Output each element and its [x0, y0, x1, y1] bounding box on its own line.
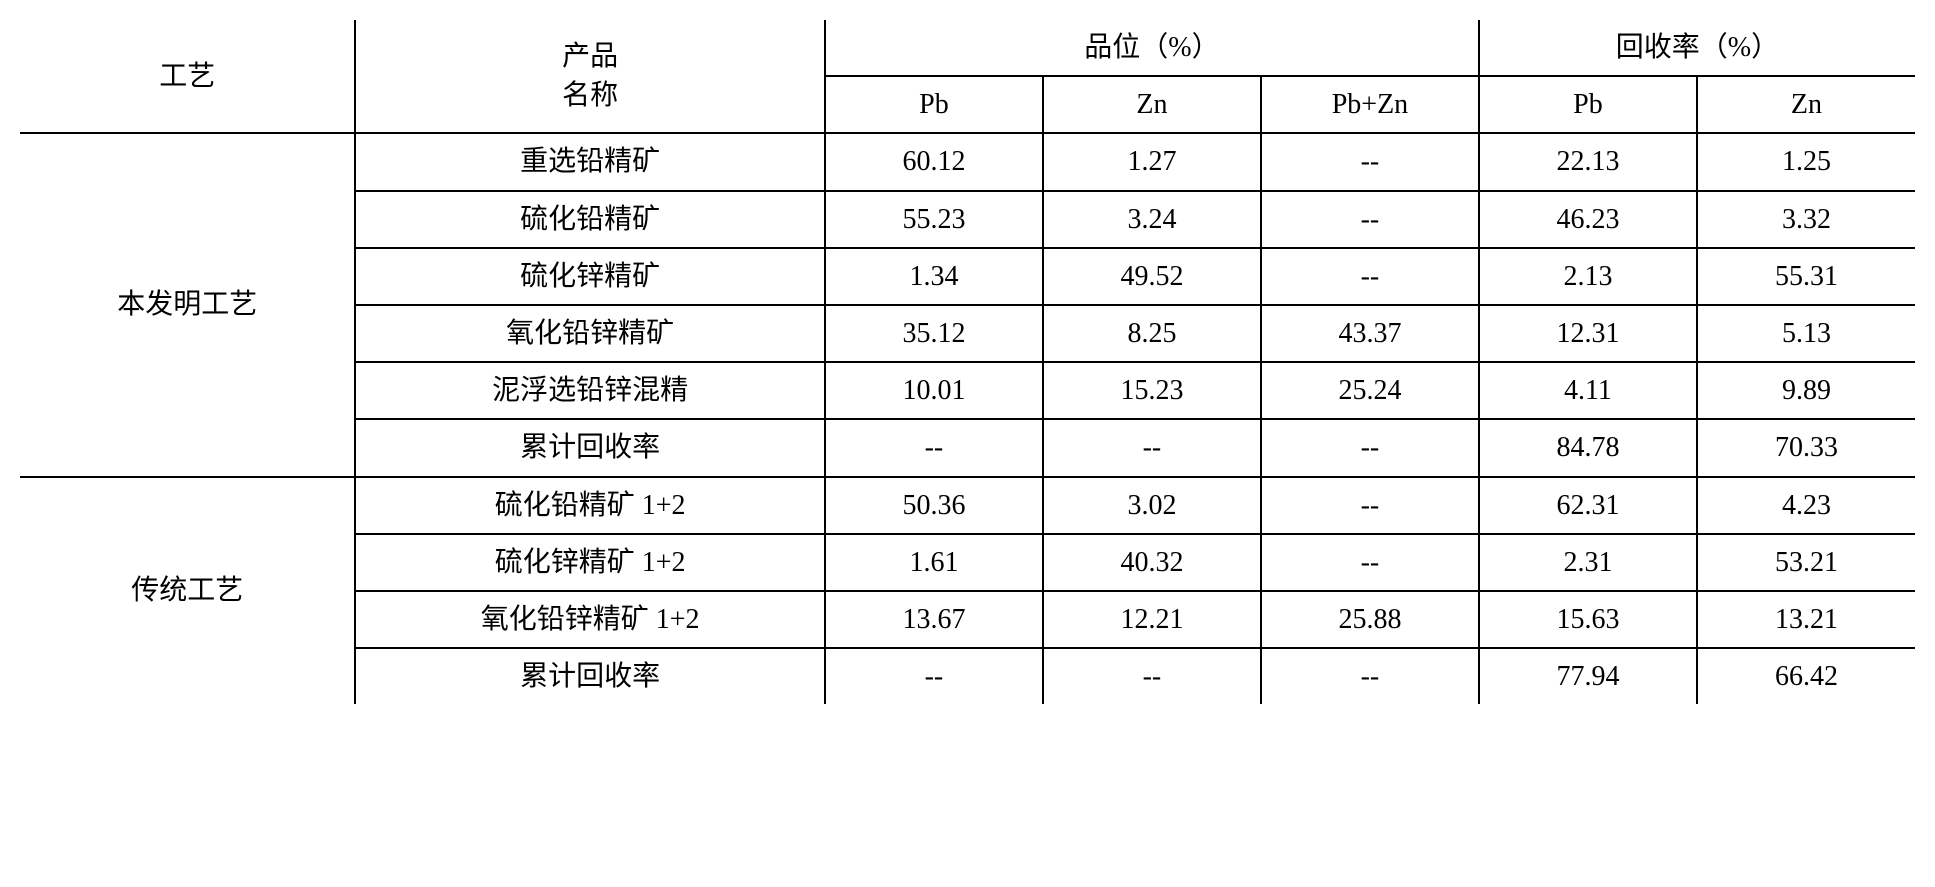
data-cell: 1.61: [825, 534, 1043, 591]
data-cell: --: [1261, 534, 1479, 591]
data-cell: 4.11: [1479, 362, 1697, 419]
data-cell: 22.13: [1479, 133, 1697, 190]
data-cell: 13.21: [1697, 591, 1915, 648]
process1-name: 本发明工艺: [20, 133, 355, 476]
data-cell: 4.23: [1697, 477, 1915, 534]
data-cell: 53.21: [1697, 534, 1915, 591]
product-cell: 硫化锌精矿: [355, 248, 825, 305]
comparison-table: 工艺 产品 名称 品位（%） 回收率（%） Pb Zn Pb+Zn Pb Zn …: [20, 20, 1915, 704]
data-cell: 10.01: [825, 362, 1043, 419]
data-cell: --: [1043, 419, 1261, 476]
data-cell: 60.12: [825, 133, 1043, 190]
data-cell: 40.32: [1043, 534, 1261, 591]
product-name-line2: 名称: [562, 80, 618, 111]
data-cell: 25.88: [1261, 591, 1479, 648]
header-grade-pb: Pb: [825, 76, 1043, 133]
data-cell: 1.34: [825, 248, 1043, 305]
data-cell: 46.23: [1479, 191, 1697, 248]
data-cell: 12.31: [1479, 305, 1697, 362]
data-cell: 15.23: [1043, 362, 1261, 419]
product-cell: 硫化锌精矿 1+2: [355, 534, 825, 591]
data-cell: 9.89: [1697, 362, 1915, 419]
header-rec-zn: Zn: [1697, 76, 1915, 133]
table-row: 本发明工艺 重选铅精矿 60.12 1.27 -- 22.13 1.25: [20, 133, 1915, 190]
data-cell: --: [1261, 133, 1479, 190]
table-row: 传统工艺 硫化铅精矿 1+2 50.36 3.02 -- 62.31 4.23: [20, 477, 1915, 534]
data-cell: --: [1261, 191, 1479, 248]
product-name-line1: 产品: [562, 41, 618, 72]
data-cell: 55.23: [825, 191, 1043, 248]
product-cell: 累计回收率: [355, 648, 825, 704]
data-cell: 3.24: [1043, 191, 1261, 248]
data-cell: 50.36: [825, 477, 1043, 534]
data-cell: 70.33: [1697, 419, 1915, 476]
product-cell: 硫化铅精矿 1+2: [355, 477, 825, 534]
data-cell: 3.02: [1043, 477, 1261, 534]
product-cell: 重选铅精矿: [355, 133, 825, 190]
data-cell: --: [1043, 648, 1261, 704]
product-cell: 泥浮选铅锌混精: [355, 362, 825, 419]
data-cell: 2.13: [1479, 248, 1697, 305]
data-cell: --: [1261, 477, 1479, 534]
data-cell: --: [1261, 648, 1479, 704]
data-cell: 84.78: [1479, 419, 1697, 476]
header-rec-pb: Pb: [1479, 76, 1697, 133]
header-row-1: 工艺 产品 名称 品位（%） 回收率（%）: [20, 20, 1915, 76]
data-cell: 2.31: [1479, 534, 1697, 591]
header-process: 工艺: [20, 20, 355, 133]
data-cell: 1.25: [1697, 133, 1915, 190]
data-cell: --: [1261, 419, 1479, 476]
data-cell: 35.12: [825, 305, 1043, 362]
data-cell: 12.21: [1043, 591, 1261, 648]
header-recovery: 回收率（%）: [1479, 20, 1915, 76]
header-grade-zn: Zn: [1043, 76, 1261, 133]
data-cell: 5.13: [1697, 305, 1915, 362]
data-cell: 62.31: [1479, 477, 1697, 534]
data-cell: 77.94: [1479, 648, 1697, 704]
data-cell: --: [1261, 248, 1479, 305]
header-grade-pbzn: Pb+Zn: [1261, 76, 1479, 133]
product-cell: 硫化铅精矿: [355, 191, 825, 248]
product-cell: 累计回收率: [355, 419, 825, 476]
data-cell: 15.63: [1479, 591, 1697, 648]
data-cell: --: [825, 419, 1043, 476]
header-product-name: 产品 名称: [355, 20, 825, 133]
product-cell: 氧化铅锌精矿: [355, 305, 825, 362]
data-cell: --: [825, 648, 1043, 704]
data-cell: 66.42: [1697, 648, 1915, 704]
data-cell: 25.24: [1261, 362, 1479, 419]
header-grade: 品位（%）: [825, 20, 1479, 76]
product-cell: 氧化铅锌精矿 1+2: [355, 591, 825, 648]
process2-name: 传统工艺: [20, 477, 355, 705]
data-cell: 55.31: [1697, 248, 1915, 305]
data-cell: 49.52: [1043, 248, 1261, 305]
data-cell: 1.27: [1043, 133, 1261, 190]
data-cell: 3.32: [1697, 191, 1915, 248]
data-cell: 43.37: [1261, 305, 1479, 362]
data-cell: 13.67: [825, 591, 1043, 648]
data-cell: 8.25: [1043, 305, 1261, 362]
